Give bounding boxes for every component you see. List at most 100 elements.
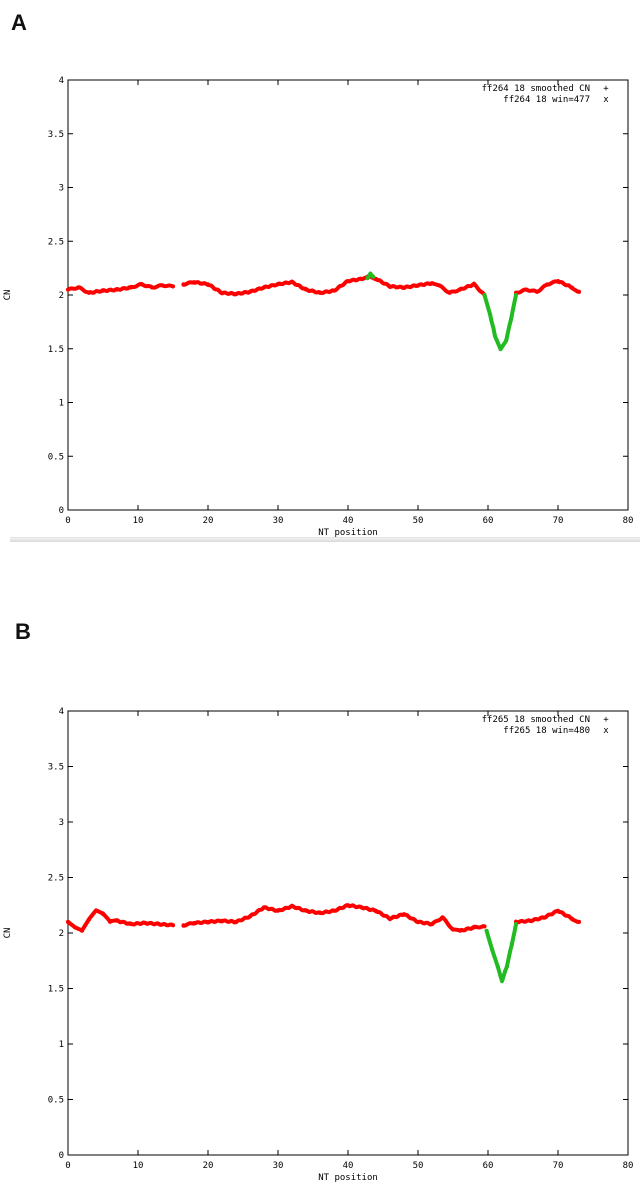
- y-tick-label: 2.5: [48, 874, 64, 884]
- data-point: [440, 915, 445, 920]
- data-point: [570, 916, 574, 921]
- y-axis-title: CN: [3, 290, 13, 301]
- data-point: [346, 903, 350, 908]
- data-point: [318, 290, 322, 295]
- data-point: [374, 908, 378, 913]
- data-point: [66, 287, 70, 292]
- y-tick-label: 0.5: [48, 452, 64, 462]
- data-point: [248, 914, 252, 919]
- x-tick-label: 60: [483, 1161, 494, 1171]
- data-point: [108, 919, 112, 924]
- data-point: [129, 285, 133, 290]
- plot-frame: [67, 710, 629, 1156]
- data-point: [498, 346, 503, 351]
- data-point: [490, 947, 495, 952]
- data-point: [535, 289, 539, 294]
- y-tick-label: 4: [59, 707, 64, 717]
- y-tick-label: 0.5: [48, 1096, 64, 1106]
- data-point: [220, 290, 224, 295]
- x-tick-label: 30: [273, 516, 284, 526]
- plot-frame: [67, 79, 629, 511]
- data-point: [447, 290, 452, 295]
- data-point: [192, 280, 196, 285]
- data-point: [101, 288, 105, 293]
- data-point: [437, 283, 441, 288]
- data-point: [577, 919, 581, 924]
- data-point: [276, 908, 280, 913]
- data-point: [360, 276, 364, 281]
- data-point: [139, 282, 144, 287]
- data-point: [458, 287, 462, 292]
- y-tick-label: 3.5: [48, 763, 64, 773]
- x-tick-label: 0: [65, 1161, 70, 1171]
- data-point: [484, 928, 489, 933]
- series-1-segment-1: [482, 293, 518, 352]
- panel-label-b: B: [15, 619, 31, 644]
- data-point: [374, 276, 378, 281]
- data-point: [360, 905, 364, 910]
- y-tick-label: 1: [59, 399, 64, 409]
- data-point: [388, 284, 392, 289]
- data-point: [262, 905, 266, 910]
- y-tick-label: 2: [59, 291, 64, 301]
- data-point: [570, 285, 574, 290]
- y-tick-label: 3: [59, 818, 64, 828]
- data-point: [318, 911, 322, 916]
- data-point: [332, 288, 336, 293]
- x-tick-label: 30: [273, 1161, 284, 1171]
- data-point: [304, 908, 308, 913]
- data-point: [206, 919, 210, 924]
- x-tick-label: 80: [623, 1161, 634, 1171]
- data-point: [514, 293, 518, 297]
- x-tick-label: 40: [343, 1161, 354, 1171]
- data-point: [181, 923, 186, 928]
- data-point: [115, 287, 119, 292]
- data-point: [524, 287, 529, 292]
- data-point: [509, 942, 514, 947]
- data-point: [332, 908, 336, 913]
- horizontal-scrollbar[interactable]: [10, 537, 640, 542]
- data-point: [157, 922, 161, 927]
- x-tick-label: 40: [343, 516, 354, 526]
- data-point: [430, 281, 434, 286]
- data-point: [115, 918, 119, 923]
- y-tick-label: 0: [59, 506, 64, 516]
- data-point: [220, 918, 224, 923]
- data-point: [276, 282, 280, 287]
- data-point: [542, 915, 546, 920]
- x-tick-label: 10: [133, 516, 144, 526]
- data-point: [556, 908, 560, 913]
- data-point: [402, 912, 406, 917]
- data-point: [234, 919, 238, 924]
- data-point: [472, 282, 476, 287]
- x-tick-label: 70: [553, 516, 564, 526]
- y-tick-label: 1: [59, 1040, 64, 1050]
- data-point: [262, 285, 266, 290]
- x-tick-label: 50: [413, 1161, 424, 1171]
- data-point: [545, 282, 550, 287]
- data-point: [66, 919, 70, 924]
- data-point: [416, 919, 420, 924]
- data-point: [234, 291, 238, 296]
- series-0-segment-0: [66, 281, 175, 295]
- legend-marker-1: x: [603, 726, 609, 736]
- x-tick-label: 50: [413, 516, 424, 526]
- data-point: [371, 274, 376, 279]
- data-point: [160, 283, 165, 288]
- y-axis-title: CN: [3, 928, 13, 939]
- data-point: [290, 280, 294, 285]
- data-point: [495, 964, 500, 969]
- data-point: [500, 978, 504, 983]
- x-tick-label: 10: [133, 1161, 144, 1171]
- data-point: [304, 287, 308, 292]
- data-point: [482, 293, 487, 297]
- data-point: [80, 928, 84, 933]
- data-point: [192, 921, 196, 926]
- data-point: [94, 908, 98, 913]
- data-point: [101, 912, 105, 917]
- x-axis-title: NT position: [318, 528, 378, 538]
- data-point: [458, 928, 462, 933]
- legend-label-1: ff265 18 win=480: [503, 726, 590, 736]
